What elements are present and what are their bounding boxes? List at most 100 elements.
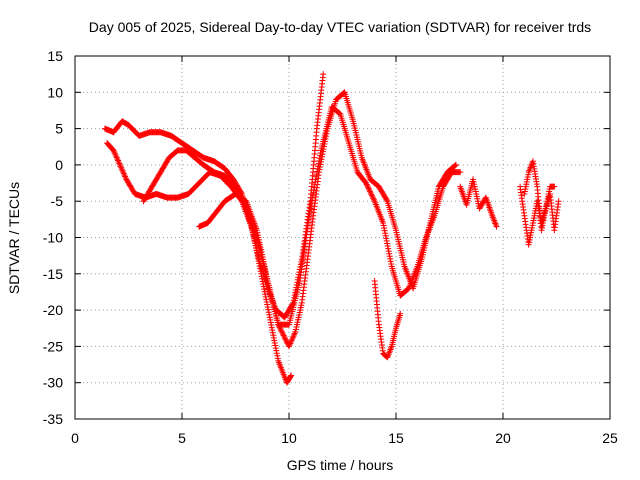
data-point: [288, 337, 295, 344]
data-point: [381, 227, 388, 234]
data-point: [274, 355, 281, 362]
data-point: [291, 330, 298, 337]
data-point: [266, 311, 273, 318]
data-point: [122, 173, 129, 180]
chart-title: Day 005 of 2025, Sidereal Day-to-day VTE…: [89, 19, 591, 35]
data-point: [116, 161, 123, 168]
x-tick-label: 20: [495, 430, 511, 446]
data-point: [385, 248, 392, 255]
data-point: [280, 332, 287, 339]
data-point: [287, 339, 294, 346]
data-point: [370, 196, 377, 203]
data-point: [551, 183, 558, 190]
data-point: [383, 235, 390, 242]
data-point: [364, 182, 371, 189]
data-point: [263, 298, 270, 305]
y-tick-label: -20: [43, 302, 63, 318]
data-point: [383, 237, 390, 244]
data-point: [287, 373, 294, 380]
y-tick-label: -10: [43, 230, 63, 246]
data-point: [122, 174, 129, 181]
data-point: [369, 194, 376, 201]
data-point: [232, 183, 239, 190]
data-point: [397, 310, 404, 317]
data-point: [273, 350, 280, 357]
data-point: [117, 163, 124, 170]
x-tick-label: 0: [71, 430, 79, 446]
data-point: [268, 324, 275, 331]
data-point: [260, 281, 267, 288]
data-point: [452, 162, 459, 169]
data-point: [281, 335, 288, 342]
data-point: [111, 150, 118, 157]
data-point: [269, 327, 276, 334]
data-point: [286, 341, 293, 348]
data-point: [254, 252, 261, 259]
data-point: [381, 225, 388, 232]
data-point: [555, 198, 562, 205]
data-point: [119, 167, 126, 174]
series-trace-d: [196, 103, 464, 328]
x-tick-label: 25: [602, 430, 618, 446]
data-point: [286, 343, 292, 350]
series-trace-b: [104, 140, 295, 386]
data-point: [269, 329, 276, 336]
y-tick-label: 10: [47, 84, 63, 100]
data-point: [289, 334, 296, 341]
data-point: [265, 306, 272, 313]
data-point: [112, 151, 119, 158]
data-point: [265, 309, 272, 316]
data-point: [363, 181, 370, 188]
data-point: [386, 253, 393, 260]
x-tick-label: 10: [281, 430, 297, 446]
series-trace-h: [521, 158, 558, 234]
data-point: [115, 158, 122, 165]
data-point: [384, 240, 391, 247]
data-point: [118, 166, 125, 173]
data-point: [262, 291, 269, 298]
data-point: [111, 148, 118, 155]
x-axis-title: GPS time / hours: [287, 457, 394, 473]
y-tick-label: -5: [51, 193, 64, 209]
y-tick-label: -25: [43, 338, 63, 354]
grid: [75, 56, 610, 419]
data-point: [277, 327, 284, 334]
data-point: [113, 154, 120, 161]
data-point: [457, 169, 464, 176]
data-point: [370, 195, 377, 202]
data-point: [282, 336, 289, 343]
data-point: [271, 337, 278, 344]
data-point: [288, 372, 295, 379]
data-point: [283, 337, 290, 344]
series-trace-e: [371, 278, 404, 361]
data-point: [115, 157, 122, 164]
data-point: [114, 156, 121, 163]
data-point: [255, 255, 262, 262]
data-point: [383, 196, 390, 203]
data-points: [101, 71, 562, 386]
y-tick-label: -35: [43, 411, 63, 427]
data-point: [267, 319, 274, 326]
data-point: [121, 172, 128, 179]
data-point: [289, 336, 296, 343]
data-point: [385, 245, 392, 252]
data-point: [336, 110, 343, 117]
data-point: [110, 147, 117, 154]
y-tick-label: 15: [47, 48, 63, 64]
data-point: [273, 347, 280, 354]
data-point: [252, 240, 259, 247]
data-point: [368, 192, 375, 199]
data-point: [287, 340, 294, 347]
data-point: [279, 329, 286, 336]
data-point: [264, 301, 271, 308]
data-point: [268, 322, 275, 329]
data-point: [113, 153, 120, 160]
data-point: [233, 185, 240, 192]
series-trace-f: [457, 176, 500, 230]
x-tick-labels: 0 5 10 15 20 25: [71, 430, 618, 446]
data-point: [272, 345, 279, 352]
data-point: [388, 260, 395, 267]
data-point: [120, 170, 127, 177]
data-point: [264, 304, 271, 311]
